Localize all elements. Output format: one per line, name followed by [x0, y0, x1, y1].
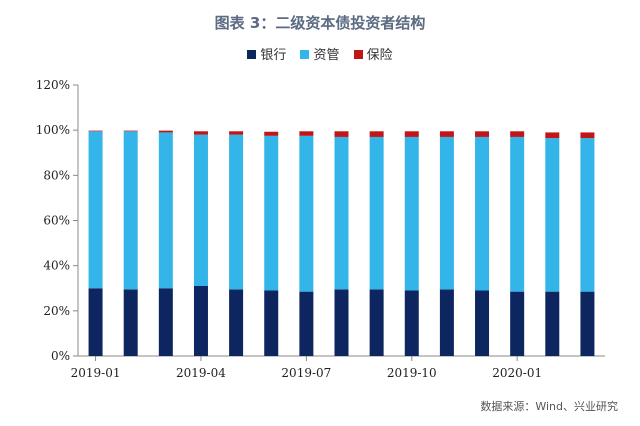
- y-tick-label: 0%: [51, 349, 70, 363]
- bar-segment-bank: 2019-07 银行: 28.5%: [299, 291, 314, 356]
- bar-segment-insurance: 2019-03 保险: 0.8%: [158, 130, 173, 133]
- bar-segment-asset-mgmt: 2019-09 资管: 67.5%: [369, 136, 384, 290]
- y-tick-label: 100%: [36, 123, 70, 137]
- bar-segment-insurance: 2019-06 保险: 1.8%: [264, 131, 279, 136]
- y-tick-label: 40%: [43, 259, 70, 273]
- legend-swatch-asset-mgmt: [300, 50, 310, 59]
- legend-swatch-bank: [247, 50, 257, 59]
- x-tick-label: 2019-07: [281, 366, 331, 380]
- x-tick-label: 2019-04: [176, 366, 226, 380]
- bar-segment-asset-mgmt: 2019-05 资管: 68.5%: [229, 134, 244, 290]
- bar-segment-bank: 2019-03 银行: 30%: [158, 288, 173, 356]
- bar-segment-insurance: 2019-12 保险: 2.5%: [475, 131, 490, 137]
- x-tick-label: 2020-01: [492, 366, 542, 380]
- bar-segment-insurance: 2019-07 保险: 2%: [299, 131, 314, 136]
- x-axis: 2019-01 2019-04 2019-07 2019-10 2020-01: [71, 355, 605, 380]
- legend-label-asset-mgmt: 资管: [313, 48, 340, 63]
- bar-segment-bank: 2019-10 银行: 29%: [404, 290, 419, 356]
- bar-segment-insurance: 2020-02 保险: 2.5%: [545, 132, 560, 139]
- bar-segment-bank: 2019-01 银行: 30%: [88, 288, 103, 356]
- bar-segment-insurance: 2019-05 保险: 1.5%: [229, 131, 244, 135]
- bar-segment-asset-mgmt: 2020-02 资管: 68%: [545, 138, 560, 292]
- bar-segment-asset-mgmt: 2019-07 资管: 69%: [299, 135, 314, 292]
- y-tick-label: 20%: [43, 304, 70, 318]
- bar-segment-bank: 2019-11 银行: 29.5%: [439, 289, 454, 356]
- legend-label-insurance: 保险: [366, 48, 393, 63]
- chart-title: 图表 3：二级资本债投资者结构: [214, 14, 426, 32]
- legend-item-asset-mgmt: 资管: [300, 44, 340, 63]
- bar-segment-asset-mgmt: 2020-01 资管: 68.5%: [510, 136, 525, 292]
- y-axis: 0% 20% 40% 60% 80% 100% 120%: [36, 78, 79, 363]
- bar-segment-insurance: 2019-09 保险: 2.5%: [369, 131, 384, 137]
- bar-segment-bank: 2019-02 银行: 29.5%: [123, 289, 138, 356]
- y-tick-label: 80%: [43, 168, 70, 182]
- bar-segment-insurance: 2020-01 保险: 2.5%: [510, 131, 525, 137]
- bar-segment-asset-mgmt: 2019-08 资管: 67.5%: [334, 136, 349, 290]
- bar-segment-asset-mgmt: 2020-03 资管: 68%: [580, 138, 595, 292]
- bar-segment-bank: 2019-06 银行: 29%: [264, 290, 279, 356]
- y-tick-label: 120%: [36, 78, 70, 92]
- bar-segment-bank: 2019-12 银行: 29%: [475, 290, 490, 356]
- bar-segment-insurance: 2019-10 保险: 2.5%: [404, 131, 419, 137]
- bar-segment-asset-mgmt: 2019-10 资管: 68%: [404, 136, 419, 291]
- bar-segment-insurance: 2019-01 保险: 0.3%: [88, 130, 103, 132]
- bar-segment-insurance: 2019-08 保险: 2.5%: [334, 131, 349, 137]
- x-tick-label: 2019-01: [71, 366, 121, 380]
- x-tick-label: 2019-10: [387, 366, 437, 380]
- legend-swatch-insurance: [353, 50, 363, 59]
- bar-segment-bank: 2020-02 银行: 28.5%: [545, 291, 560, 356]
- bar-segment-asset-mgmt: 2019-03 资管: 69%: [158, 132, 173, 289]
- bar-segment-asset-mgmt: 2019-12 资管: 68%: [475, 136, 490, 291]
- bar-segment-bank: 2019-08 银行: 29.5%: [334, 289, 349, 356]
- bars: 2019-01 银行: 30%2019-01 资管: 69.5%2019-01 …: [88, 130, 595, 356]
- bar-segment-insurance: 2019-04 保险: 1.5%: [193, 131, 208, 135]
- legend-item-bank: 银行: [247, 44, 286, 63]
- source-note: 数据来源：Wind、兴业研究: [480, 400, 618, 413]
- bar-segment-asset-mgmt: 2019-02 资管: 70%: [123, 131, 138, 290]
- bar-segment-insurance: 2019-11 保险: 2.5%: [439, 131, 454, 137]
- bar-segment-bank: 2019-04 银行: 31%: [193, 285, 208, 356]
- bar-segment-insurance: 2019-02 保险: 0.3%: [123, 130, 138, 132]
- legend: 银行 资管 保险: [0, 44, 640, 63]
- bar-segment-asset-mgmt: 2019-11 资管: 67.5%: [439, 136, 454, 290]
- bar-segment-bank: 2019-05 银行: 29.5%: [229, 289, 244, 356]
- bar-segment-insurance: 2020-03 保险: 2.5%: [580, 132, 595, 139]
- legend-item-insurance: 保险: [353, 44, 393, 63]
- bar-segment-bank: 2019-09 银行: 29.5%: [369, 289, 384, 356]
- bar-segment-bank: 2020-01 银行: 28.5%: [510, 291, 525, 356]
- legend-label-bank: 银行: [260, 48, 287, 63]
- y-tick-label: 60%: [43, 214, 70, 228]
- bar-segment-asset-mgmt: 2019-01 资管: 69.5%: [88, 131, 103, 289]
- bar-segment-bank: 2020-03 银行: 28.5%: [580, 291, 595, 356]
- bar-segment-asset-mgmt: 2019-04 资管: 67%: [193, 134, 208, 286]
- bar-segment-asset-mgmt: 2019-06 资管: 68.5%: [264, 135, 279, 291]
